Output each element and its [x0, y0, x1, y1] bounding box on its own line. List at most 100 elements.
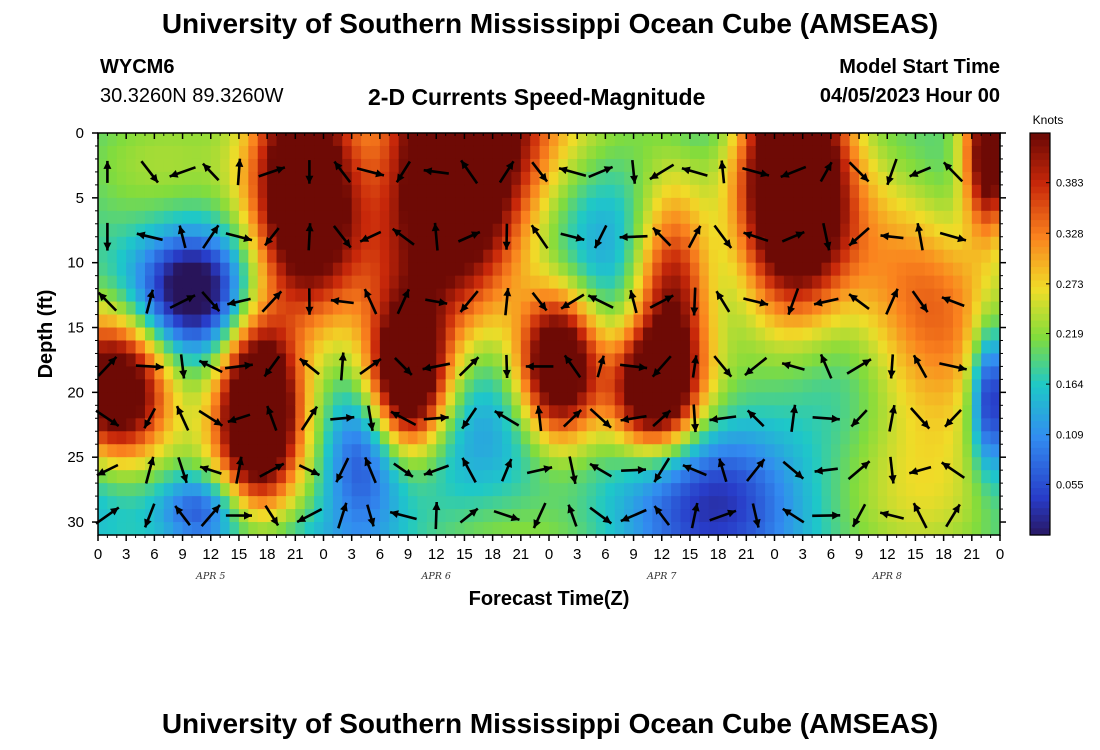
heatmap-cell [408, 249, 419, 264]
heatmap-cell [652, 301, 663, 316]
heatmap-cell [746, 327, 757, 342]
heatmap-cell [971, 470, 982, 484]
heatmap-cell [370, 158, 381, 173]
heatmap-cell [210, 444, 221, 458]
heatmap-cell [445, 405, 456, 419]
heatmap-cell [868, 522, 879, 536]
heatmap-cell [342, 262, 353, 277]
heatmap-cell [971, 262, 982, 277]
heatmap-cell [332, 444, 343, 458]
vector-head [559, 166, 568, 175]
heatmap-cell [455, 275, 466, 290]
heatmap-cell [642, 340, 653, 355]
heatmap-cell [765, 327, 776, 342]
heatmap-cell [530, 184, 541, 199]
heatmap-cell [708, 262, 719, 277]
heatmap-cell [436, 210, 447, 225]
heatmap-cell [436, 327, 447, 342]
heatmap-cell [718, 522, 729, 536]
heatmap-cell [887, 197, 898, 212]
heatmap-cell [163, 431, 174, 445]
heatmap-cell [586, 366, 597, 380]
heatmap-cell [379, 392, 390, 406]
current-vector [851, 503, 867, 528]
heatmap-cell [483, 327, 494, 342]
heatmap-cell [783, 158, 794, 173]
heatmap-cell [257, 288, 268, 303]
current-vector [945, 503, 961, 528]
heatmap-cell [708, 444, 719, 458]
heatmap-cell [464, 431, 475, 445]
x-tick-label: 9 [629, 546, 637, 563]
heatmap-cell [962, 184, 973, 199]
colorbar-segment [1030, 246, 1050, 255]
vector-head [243, 511, 253, 520]
heatmap-cell [868, 483, 879, 497]
heatmap-cell [154, 470, 165, 484]
heatmap-cell [530, 210, 541, 225]
heatmap-cell [116, 431, 127, 445]
heatmap-cell [464, 158, 475, 173]
heatmap-cell [483, 249, 494, 264]
heatmap-cell [426, 133, 437, 147]
heatmap-cell [257, 522, 268, 536]
heatmap-cell [154, 366, 165, 380]
heatmap-cell [436, 158, 447, 173]
heatmap-cell [962, 418, 973, 432]
current-vector [681, 166, 708, 177]
heatmap-cell [774, 133, 785, 147]
heatmap-cell [727, 483, 738, 497]
heatmap-cell [473, 444, 484, 458]
current-vector [532, 502, 547, 529]
heatmap-cell [549, 210, 559, 225]
heatmap-cell [887, 236, 898, 251]
heatmap-cell [774, 210, 785, 225]
heatmap-cell [981, 457, 992, 471]
heatmap-cell [549, 392, 559, 406]
heatmap-cell [182, 262, 193, 277]
heatmap-cell [924, 392, 935, 406]
heatmap-cell [586, 379, 597, 393]
heatmap-cell [502, 275, 513, 290]
heatmap-cell [116, 184, 127, 199]
heatmap-cell [906, 392, 917, 406]
heatmap-cell [642, 145, 653, 160]
heatmap-cell [652, 236, 663, 251]
heatmap-cell [173, 470, 184, 484]
heatmap-cell [379, 145, 390, 160]
heatmap-cell [417, 353, 428, 368]
heatmap-cell [840, 301, 851, 316]
heatmap-cell [934, 327, 945, 342]
heatmap-cell [107, 262, 118, 277]
heatmap-cell [173, 275, 184, 290]
heatmap-cell [492, 483, 503, 497]
heatmap-cell [614, 197, 625, 212]
vector-head [342, 238, 351, 248]
heatmap-cell [614, 431, 625, 445]
heatmap-cell [915, 314, 926, 329]
vector-head [364, 289, 372, 298]
heatmap-cell [671, 210, 682, 225]
heatmap-cell [624, 158, 635, 173]
heatmap-cell [173, 288, 184, 303]
heatmap-cell [859, 444, 870, 458]
heatmap-cell [98, 470, 108, 484]
heatmap-cell [906, 145, 917, 160]
heatmap-cell [445, 431, 456, 445]
heatmap-cell [981, 483, 992, 497]
heatmap-cell [830, 158, 841, 173]
heatmap-cell [436, 288, 447, 303]
vector-head [681, 166, 691, 175]
heatmap-cell [379, 275, 390, 290]
heatmap-cell [248, 366, 259, 380]
heatmap-cell [323, 379, 334, 393]
heatmap-cell [830, 249, 841, 264]
heatmap-cell [567, 275, 578, 290]
heatmap-cell [530, 366, 541, 380]
vector-head [890, 288, 899, 298]
heatmap-cell [163, 275, 174, 290]
vector-head [155, 362, 164, 371]
current-vector [432, 501, 441, 530]
current-vector [619, 363, 648, 372]
heatmap-cell [539, 262, 550, 277]
